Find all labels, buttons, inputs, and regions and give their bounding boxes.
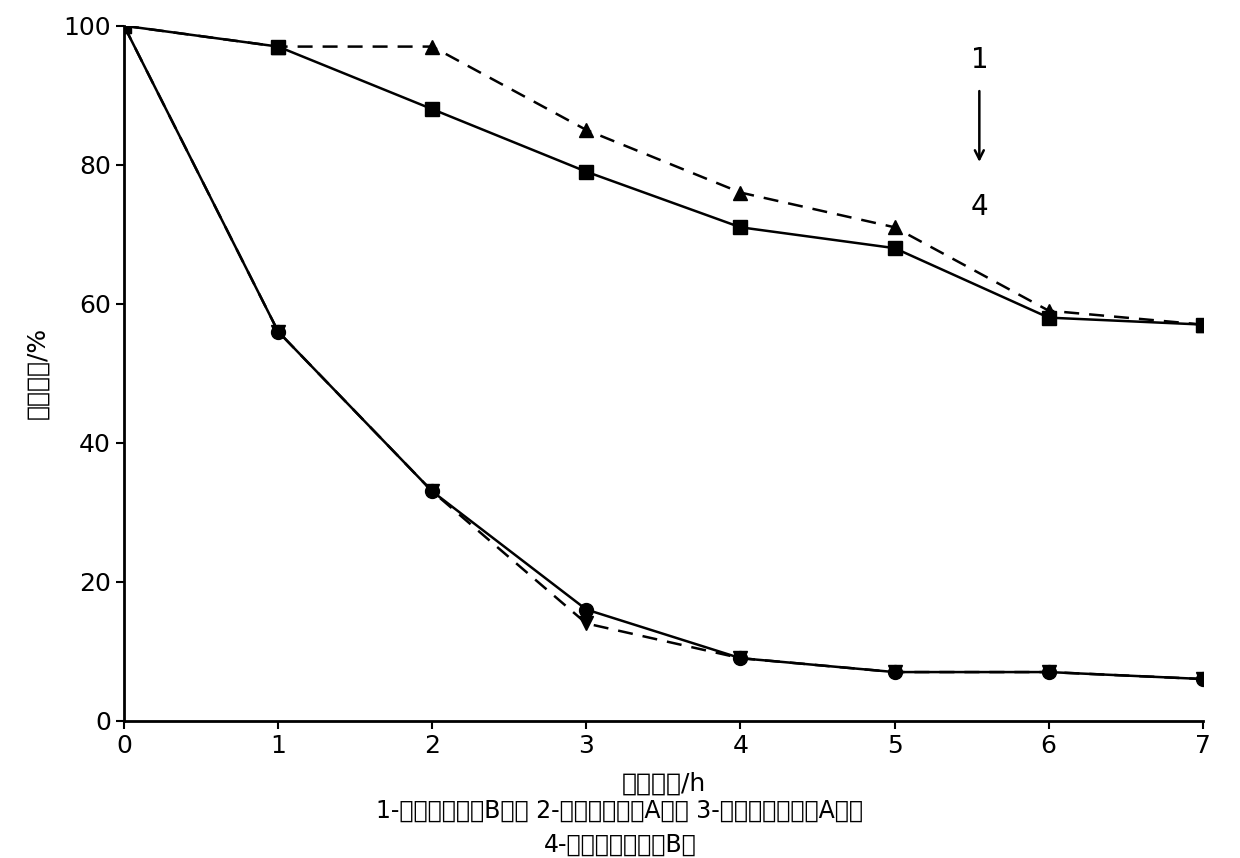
X-axis label: 平衡时间/h: 平衡时间/h bbox=[621, 772, 706, 796]
Text: 1-水（预处理液B）； 2-水（预处理液A）； 3-乙醇（预处理液A）；: 1-水（预处理液B）； 2-水（预处理液A）； 3-乙醇（预处理液A）； bbox=[377, 799, 863, 823]
Text: 1: 1 bbox=[971, 46, 988, 75]
Y-axis label: 相对含量/%: 相对含量/% bbox=[25, 327, 50, 420]
Text: 4: 4 bbox=[971, 192, 988, 221]
Text: 4-乙醇（预处理液B）: 4-乙醇（预处理液B） bbox=[543, 833, 697, 857]
